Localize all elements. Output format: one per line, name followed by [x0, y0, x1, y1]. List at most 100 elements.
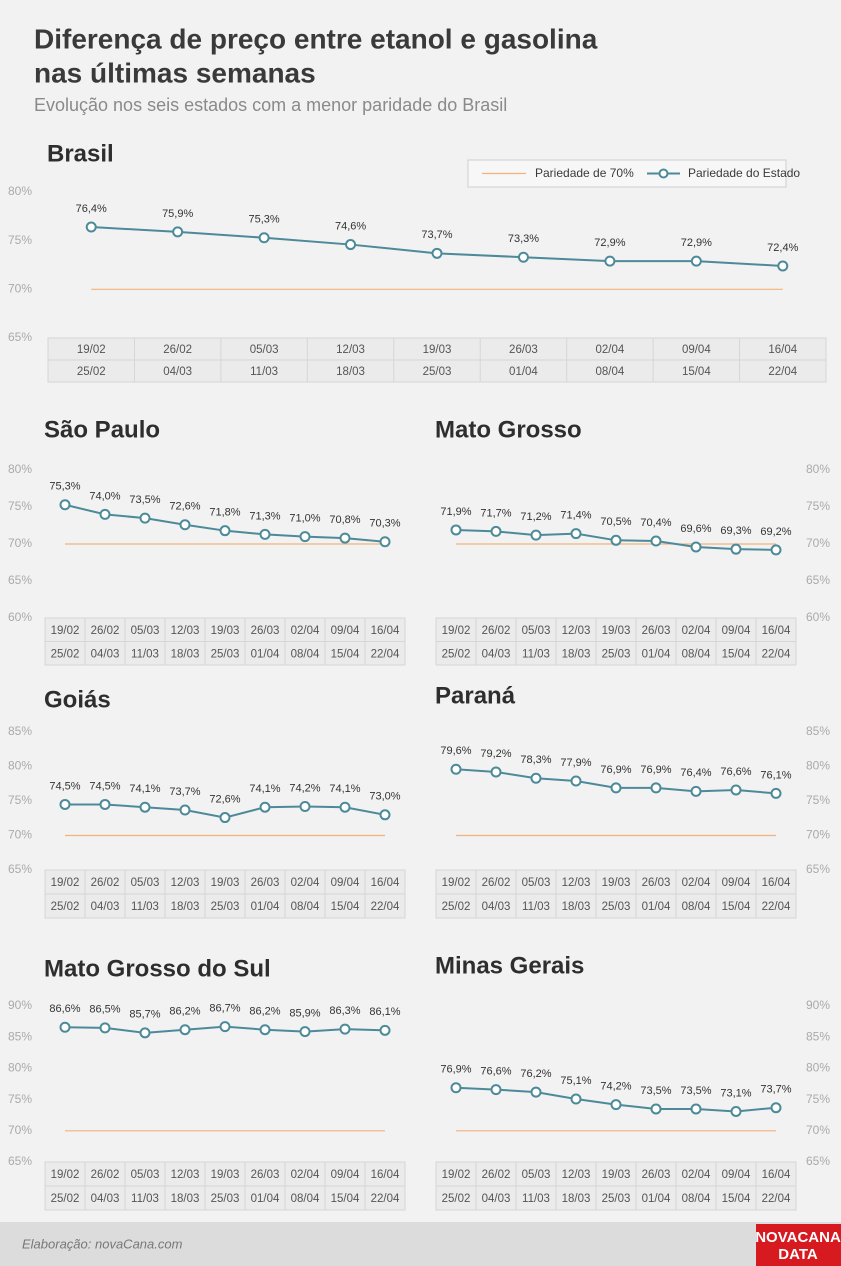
- x-tick-label: 22/04: [371, 648, 400, 660]
- point: [139, 1027, 151, 1039]
- x-tick-label: 25/02: [77, 366, 106, 378]
- x-tick-label: 08/04: [682, 901, 711, 913]
- point: [490, 1084, 502, 1096]
- x-tick-label: 01/04: [251, 1193, 280, 1205]
- chart-title: Mato Grosso do Sul: [44, 955, 271, 982]
- value-label: 76,6%: [720, 766, 751, 778]
- x-tick-label: 08/04: [682, 648, 711, 660]
- x-tick-label: 12/03: [171, 877, 200, 889]
- point: [450, 1082, 462, 1094]
- x-tick-label: 19/03: [211, 877, 240, 889]
- point: [139, 801, 151, 813]
- point: [59, 798, 71, 810]
- x-tick-label: 12/03: [171, 625, 200, 637]
- value-label: 71,3%: [249, 510, 280, 522]
- y-tick-label: 65%: [8, 330, 32, 344]
- point: [650, 535, 662, 547]
- x-tick-label: 18/03: [562, 648, 591, 660]
- value-label: 73,7%: [169, 786, 200, 798]
- x-tick-label: 02/04: [682, 877, 711, 889]
- x-tick-label: 22/04: [371, 901, 400, 913]
- value-label: 72,9%: [594, 237, 625, 249]
- x-tick-label: 26/02: [482, 1169, 511, 1181]
- x-tick-label: 09/04: [331, 1169, 360, 1181]
- x-tick-label: 11/03: [522, 1193, 550, 1205]
- value-label: 85,7%: [129, 1009, 160, 1021]
- point: [530, 772, 542, 784]
- x-tick-label: 16/04: [371, 625, 400, 637]
- y-tick-label: 70%: [8, 828, 32, 842]
- y-tick-label: 90%: [8, 998, 32, 1012]
- x-tick-label: 25/03: [602, 901, 631, 913]
- point: [299, 1026, 311, 1038]
- value-label: 78,3%: [520, 754, 551, 766]
- point: [299, 531, 311, 543]
- point: [490, 525, 502, 537]
- x-tick-label: 19/02: [442, 877, 471, 889]
- x-tick-label: 09/04: [682, 344, 711, 356]
- value-label: 74,5%: [49, 780, 80, 792]
- x-tick-label: 19/03: [211, 625, 240, 637]
- point: [730, 784, 742, 796]
- legend-swatch: [658, 168, 669, 179]
- point: [259, 528, 271, 540]
- y-tick-label: 75%: [8, 1092, 32, 1106]
- x-tick-label: 22/04: [762, 901, 791, 913]
- point: [777, 260, 789, 272]
- chart-title: Paraná: [435, 682, 516, 709]
- point: [650, 782, 662, 794]
- x-tick-label: 09/04: [331, 877, 360, 889]
- x-tick-label: 04/03: [91, 648, 120, 660]
- point: [259, 801, 271, 813]
- value-label: 69,3%: [720, 525, 751, 537]
- x-tick-label: 09/04: [722, 1169, 751, 1181]
- value-label: 70,8%: [329, 514, 360, 526]
- x-tick-label: 19/03: [211, 1169, 240, 1181]
- point: [179, 519, 191, 531]
- point: [99, 508, 111, 520]
- point: [650, 1103, 662, 1115]
- point: [690, 1103, 702, 1115]
- x-tick-label: 25/03: [211, 1193, 240, 1205]
- point: [610, 534, 622, 546]
- x-tick-label: 19/02: [51, 1169, 80, 1181]
- point: [99, 798, 111, 810]
- value-label: 86,1%: [369, 1006, 400, 1018]
- y-tick-label: 85%: [8, 1029, 32, 1043]
- value-label: 79,2%: [480, 748, 511, 760]
- value-label: 74,1%: [249, 783, 280, 795]
- y-tick-label: 75%: [8, 793, 32, 807]
- x-tick-label: 22/04: [762, 648, 791, 660]
- y-tick-label: 80%: [8, 759, 32, 773]
- x-tick-label: 11/03: [522, 648, 550, 660]
- x-tick-label: 19/03: [602, 1169, 631, 1181]
- x-tick-label: 08/04: [291, 1193, 320, 1205]
- value-label: 72,6%: [209, 793, 240, 805]
- x-tick-label: 02/04: [291, 1169, 320, 1181]
- value-label: 69,6%: [680, 523, 711, 535]
- point: [259, 1024, 271, 1036]
- page-subtitle: Evolução nos seis estados com a menor pa…: [34, 95, 507, 115]
- value-label: 71,0%: [289, 513, 320, 525]
- value-label: 77,9%: [560, 757, 591, 769]
- point: [530, 1086, 542, 1098]
- legend-label: Pariedade de 70%: [535, 166, 634, 180]
- point: [770, 544, 782, 556]
- y-tick-label: 75%: [8, 233, 32, 247]
- point: [690, 785, 702, 797]
- chart-title: Mato Grosso: [435, 416, 582, 443]
- y-tick-label: 80%: [806, 759, 830, 773]
- value-label: 74,2%: [289, 782, 320, 794]
- logo-text: NOVACANA: [755, 1229, 841, 1246]
- value-label: 76,1%: [760, 769, 791, 781]
- y-tick-label: 80%: [8, 1061, 32, 1075]
- value-label: 86,7%: [209, 1002, 240, 1014]
- y-tick-label: 65%: [806, 1154, 830, 1168]
- x-tick-label: 26/02: [482, 625, 511, 637]
- x-tick-label: 19/02: [442, 625, 471, 637]
- point: [450, 524, 462, 536]
- x-tick-label: 16/04: [762, 625, 791, 637]
- x-tick-label: 26/03: [251, 1169, 280, 1181]
- y-tick-label: 80%: [806, 1061, 830, 1075]
- x-tick-label: 26/03: [251, 877, 280, 889]
